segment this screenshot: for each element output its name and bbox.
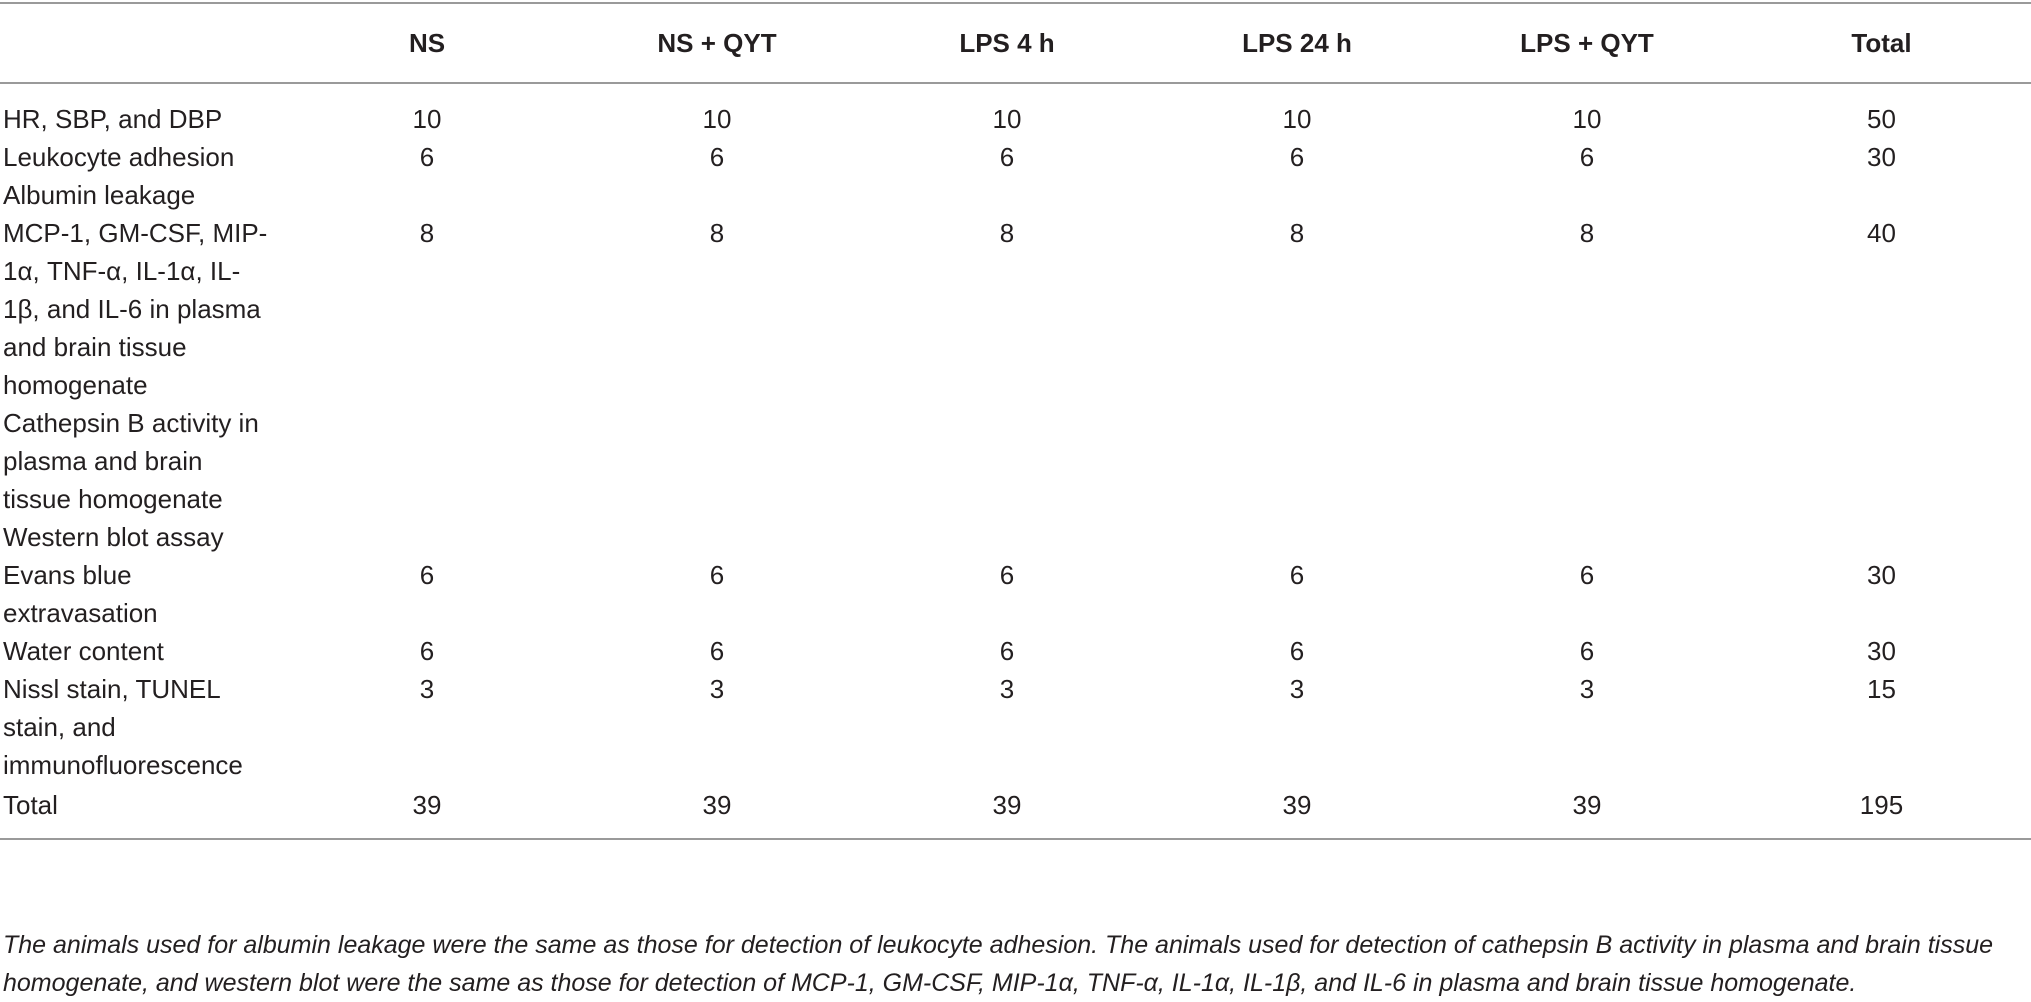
table-cell: 15 — [1867, 674, 1896, 704]
table-cell — [282, 404, 572, 518]
table-cell: 3 — [999, 674, 1015, 704]
table-cell — [1732, 404, 2031, 518]
table-cell — [1442, 176, 1732, 214]
row-label: Nissl stain, TUNEL stain, and immunofluo… — [3, 674, 243, 780]
table-footnote: The animals used for albumin leakage wer… — [3, 931, 1994, 997]
row-label: Evans blue extravasation — [3, 560, 158, 628]
table-cell: 3 — [1289, 674, 1305, 704]
table-cell: 6 — [1579, 560, 1595, 590]
data-table: NS NS + QYT LPS 4 h LPS 24 h LPS + QYT T… — [0, 2, 2031, 840]
table-cell: 6 — [999, 142, 1015, 172]
table-cell: 6 — [999, 636, 1015, 666]
table-row: Albumin leakage — [0, 176, 2031, 214]
table-cell — [1152, 404, 1442, 518]
row-label: MCP-1, GM-CSF, MIP-1α, TNF-α, IL-1α, IL-… — [3, 218, 268, 400]
header-cell-ns-qyt: NS + QYT — [657, 28, 777, 58]
table-cell: 195 — [1859, 790, 1904, 820]
row-label: Total — [3, 790, 58, 820]
row-label: HR, SBP, and DBP — [3, 104, 223, 134]
table-cell: 6 — [1289, 636, 1305, 666]
table-cell: 30 — [1867, 636, 1896, 666]
table-cell: 40 — [1867, 218, 1896, 248]
table-cell: 10 — [702, 104, 732, 134]
row-label: Water content — [3, 636, 164, 666]
row-label: Leukocyte adhesion — [3, 142, 235, 172]
row-label: Western blot assay — [3, 522, 224, 552]
table-cell: 8 — [999, 218, 1015, 248]
table-cell — [1152, 176, 1442, 214]
table-cell — [282, 176, 572, 214]
table-cell: 8 — [419, 218, 435, 248]
table-cell: 10 — [1282, 104, 1312, 134]
table-cell: 8 — [709, 218, 725, 248]
table-cell: 3 — [709, 674, 725, 704]
table-cell: 10 — [1572, 104, 1602, 134]
table-cell: 30 — [1867, 560, 1896, 590]
table-cell: 6 — [709, 142, 725, 172]
table-cell: 39 — [992, 790, 1022, 820]
table-row: MCP-1, GM-CSF, MIP-1α, TNF-α, IL-1α, IL-… — [0, 214, 2031, 404]
table-row: Leukocyte adhesion 6 6 6 6 6 30 — [0, 138, 2031, 176]
table-row: Evans blue extravasation 6 6 6 6 6 30 — [0, 556, 2031, 632]
table-row: Cathepsin B activity in plasma and brain… — [0, 404, 2031, 518]
table-row: Nissl stain, TUNEL stain, and immunofluo… — [0, 670, 2031, 784]
table-cell: 6 — [419, 560, 435, 590]
table-cell — [862, 404, 1152, 518]
table-cell: 10 — [992, 104, 1022, 134]
table-cell — [862, 518, 1152, 556]
table-cell: 30 — [1867, 142, 1896, 172]
table-cell: 39 — [412, 790, 442, 820]
table-cell: 6 — [709, 636, 725, 666]
table-cell — [862, 176, 1152, 214]
table-body: HR, SBP, and DBP 10 10 10 10 10 50 Leuko… — [0, 83, 2031, 839]
table-row-total: Total 39 39 39 39 39 195 — [0, 784, 2031, 839]
table-cell: 3 — [419, 674, 435, 704]
header-row: NS NS + QYT LPS 4 h LPS 24 h LPS + QYT T… — [0, 3, 2031, 83]
row-label: Cathepsin B activity in plasma and brain… — [3, 408, 259, 514]
header-cell-ns: NS — [408, 28, 446, 58]
table-cell — [1442, 518, 1732, 556]
table-cell — [1442, 404, 1732, 518]
table-cell: 6 — [419, 636, 435, 666]
header-cell-total: Total — [1851, 28, 1912, 58]
table-cell: 10 — [412, 104, 442, 134]
table-cell: 8 — [1289, 218, 1305, 248]
table-row: Western blot assay — [0, 518, 2031, 556]
table-cell: 39 — [702, 790, 732, 820]
header-cell-lps-24h: LPS 24 h — [1242, 28, 1352, 58]
header-cell-empty — [0, 3, 282, 83]
table-cell — [572, 404, 862, 518]
header-cell-lps-qyt: LPS + QYT — [1520, 28, 1654, 58]
table-row: HR, SBP, and DBP 10 10 10 10 10 50 — [0, 83, 2031, 138]
header-cell-lps-4h: LPS 4 h — [959, 28, 1055, 58]
table-cell: 50 — [1867, 104, 1896, 134]
table-cell: 39 — [1282, 790, 1312, 820]
table-container: NS NS + QYT LPS 4 h LPS 24 h LPS + QYT T… — [0, 2, 2031, 840]
table-cell: 6 — [419, 142, 435, 172]
table-cell — [1732, 518, 2031, 556]
table-cell: 6 — [1289, 142, 1305, 172]
table-cell — [282, 518, 572, 556]
table-cell: 6 — [1289, 560, 1305, 590]
table-cell: 3 — [1579, 674, 1595, 704]
table-cell — [572, 176, 862, 214]
row-label: Albumin leakage — [3, 180, 196, 210]
table-cell: 39 — [1572, 790, 1602, 820]
table-cell: 8 — [1579, 218, 1595, 248]
table-cell: 6 — [999, 560, 1015, 590]
table-cell: 6 — [1579, 636, 1595, 666]
table-cell: 6 — [1579, 142, 1595, 172]
table-cell: 6 — [709, 560, 725, 590]
table-row: Water content 6 6 6 6 6 30 — [0, 632, 2031, 670]
table-header: NS NS + QYT LPS 4 h LPS 24 h LPS + QYT T… — [0, 3, 2031, 83]
table-cell — [1732, 176, 2031, 214]
table-cell — [1152, 518, 1442, 556]
table-cell — [572, 518, 862, 556]
